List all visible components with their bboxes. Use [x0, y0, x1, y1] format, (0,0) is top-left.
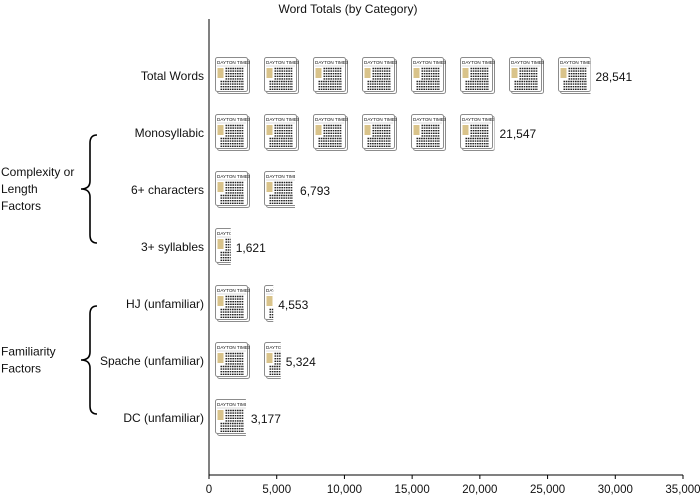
bar-row: DAYTON TIMES DAYTON TIMES DAYTON TIMES DAYT… — [215, 114, 537, 151]
newspaper-masthead: DAYTON TIMES — [560, 60, 594, 65]
group-bracket: Complexity or Length Factors — [1, 134, 98, 244]
newspaper-icon: DAYTON TIMES — [362, 114, 398, 151]
newspaper-icon: DAYTON TIMES — [411, 114, 447, 151]
newspaper-masthead: DAYTON TIMES — [217, 60, 251, 65]
newspaper-masthead: DAYTON TIMES — [462, 60, 496, 65]
newspaper-icon: DAYTON TIMES — [460, 57, 496, 94]
newspaper-icon: DAYTON TIMES — [215, 57, 251, 94]
group-brackets: Complexity or Length Factors Familiarity Fac… — [1, 134, 98, 415]
newspaper-masthead: DAYTON TIMES — [364, 60, 398, 65]
newspaper-icon: DAYTON TIMES — [215, 228, 251, 265]
newspaper-icon: DAYTON TIMES — [313, 114, 349, 151]
data-label: 21,547 — [499, 127, 536, 141]
chart-title: Word Totals (by Category) — [279, 2, 418, 16]
newspaper-masthead: DAYTON TIMES — [266, 174, 300, 179]
newspaper-icon: DAYTON TIMES — [215, 114, 251, 151]
newspaper-masthead: DAYTON TIMES — [217, 288, 251, 293]
newspaper-icon: DAYTON TIMES — [215, 171, 251, 208]
newspaper-icon: DAYTON TIMES — [264, 285, 300, 322]
x-tick-label: 5,000 — [262, 484, 291, 496]
group-bracket: Familiarity Factors — [1, 305, 98, 415]
category-label: DC (unfamiliar) — [123, 411, 204, 425]
axes: 0 5,000 10,000 15,000 20,000 25,000 30,000 35,0… — [206, 19, 700, 496]
data-label: 5,324 — [286, 355, 316, 369]
bar-row: DAYTON TIMES 1,621 — [215, 228, 266, 265]
newspaper-masthead: DAYTON TIMES — [413, 117, 447, 122]
x-tick-label: 30,000 — [598, 484, 633, 496]
category-label: Total Words — [141, 69, 204, 83]
x-tick-label: 20,000 — [462, 484, 497, 496]
newspaper-icon: DAYTON TIMES — [264, 171, 300, 208]
group-label: Complexity or Length Factors — [1, 165, 74, 213]
x-tick-label: 25,000 — [530, 484, 565, 496]
newspaper-icon: DAYTON TIMES — [362, 57, 398, 94]
brace-shape — [80, 134, 98, 244]
data-label: 1,621 — [236, 241, 266, 255]
newspaper-masthead: DAYTON TIMES — [217, 402, 251, 407]
x-tick-label: 0 — [206, 484, 212, 496]
newspaper-masthead: DAYTON TIMES — [266, 117, 300, 122]
newspaper-icon: DAYTON TIMES — [558, 57, 594, 94]
newspaper-masthead: DAYTON TIMES — [364, 117, 398, 122]
newspaper-icon: DAYTON TIMES — [509, 57, 545, 94]
newspaper-masthead: DAYTON TIMES — [217, 117, 251, 122]
bar-row: DAYTON TIMES DAYTON TIMES 4,553 — [215, 285, 309, 322]
newspaper-icon: DAYTON TIMES — [264, 342, 300, 379]
newspaper-icon: DAYTON TIMES — [460, 114, 496, 151]
newspaper-masthead: DAYTON TIMES — [266, 345, 300, 350]
x-tick-label: 10,000 — [327, 484, 362, 496]
data-label: 3,177 — [251, 412, 281, 426]
newspaper-icon: DAYTON TIMES — [215, 285, 251, 322]
newspaper-masthead: DAYTON TIMES — [266, 288, 300, 293]
newspaper-masthead: DAYTON TIMES — [462, 117, 496, 122]
newspaper-icon: DAYTON TIMES — [313, 57, 349, 94]
newspaper-masthead: DAYTON TIMES — [315, 60, 349, 65]
newspaper-masthead: DAYTON TIMES — [413, 60, 447, 65]
newspaper-icon: DAYTON TIMES — [264, 57, 300, 94]
brace-shape — [80, 305, 98, 415]
newspaper-masthead: DAYTON TIMES — [315, 117, 349, 122]
data-label: 6,793 — [300, 184, 330, 198]
newspaper-masthead: DAYTON TIMES — [217, 174, 251, 179]
bar-row: DAYTON TIMES DAYTON TIMES DAYTON TIMES DAYT… — [215, 57, 633, 94]
x-tick-label: 15,000 — [395, 484, 430, 496]
category-label: Monosyllabic — [135, 126, 204, 140]
category-labels: Total Words Monosyllabic 6+ characters 3+ s… — [100, 69, 204, 425]
newspaper-icon: DAYTON TIMES — [215, 342, 251, 379]
newspaper-icon: DAYTON TIMES — [411, 57, 447, 94]
newspaper-masthead: DAYTON TIMES — [266, 60, 300, 65]
newspaper-masthead: DAYTON TIMES — [511, 60, 545, 65]
bar-row: DAYTON TIMES DAYTON TIMES 5,324 — [215, 342, 316, 379]
group-label: Familiarity Factors — [1, 345, 56, 376]
category-label: Spache (unfamiliar) — [100, 354, 204, 368]
x-tick-label: 35,000 — [665, 484, 700, 496]
data-label: 4,553 — [278, 298, 308, 312]
category-label: 6+ characters — [131, 183, 204, 197]
category-label: HJ (unfamiliar) — [126, 297, 204, 311]
pictograph-icons: DAYTON TIMES DAYTON TIMES DAYTON TIMES DAYT… — [215, 57, 633, 436]
category-label: 3+ syllables — [141, 240, 204, 254]
newspaper-icon: DAYTON TIMES — [215, 399, 251, 436]
newspaper-masthead: DAYTON TIMES — [217, 345, 251, 350]
newspaper-masthead: DAYTON TIMES — [217, 231, 251, 236]
data-label: 28,541 — [595, 70, 632, 84]
newspaper-icon: DAYTON TIMES — [264, 114, 300, 151]
